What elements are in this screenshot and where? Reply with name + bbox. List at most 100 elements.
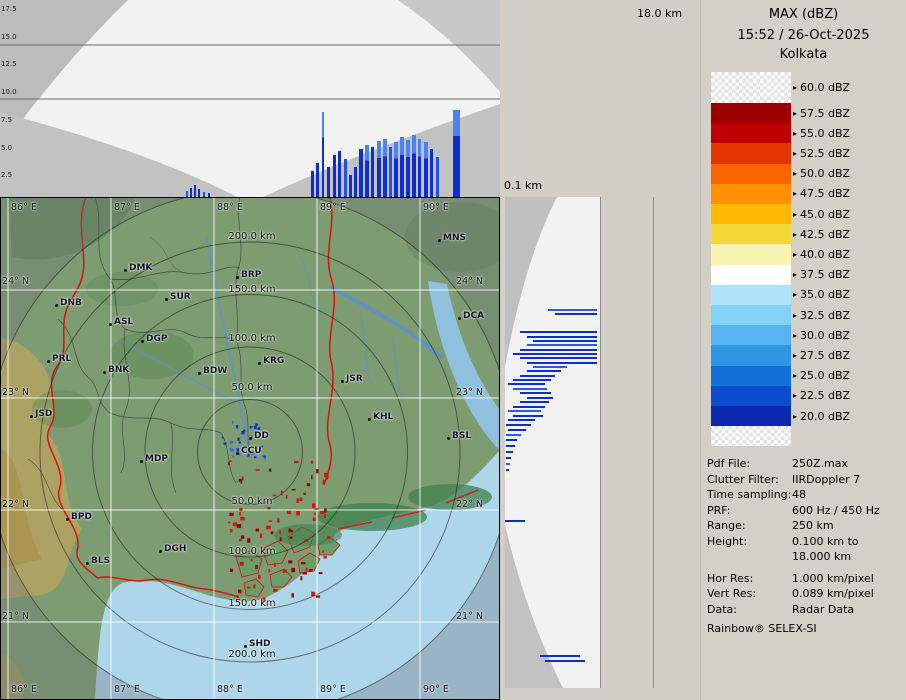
red-map-feature-pixel [233,522,237,526]
legend-swatch [711,143,791,163]
red-map-feature-pixel [237,524,241,528]
echo-projection-bar [545,660,585,662]
red-map-feature-pixel [239,508,242,511]
info-label: Hor Res: [707,571,792,587]
red-map-feature-pixel [327,536,331,539]
city-dot [124,269,127,272]
echo-projection-bar [194,185,196,197]
height-axis-tick-label: 2.5 [1,171,12,179]
red-map-feature-pixel [290,537,293,539]
range-ring-label: 200.0 km [228,649,275,660]
legend-tick-icon: ▸ [793,290,797,299]
legend-tick-icon: ▸ [793,189,797,198]
legend-entry-label: ▸22.5 dBZ [793,389,850,402]
red-map-feature-pixel [281,491,283,495]
echo-pixel [257,427,260,430]
legend-value-text: 22.5 dBZ [800,389,850,402]
legend-value-text: 25.0 dBZ [800,369,850,382]
city-dot [341,380,344,383]
echo-projection-bar [316,163,319,197]
legend-entry-label: ▸20.0 dBZ [793,410,850,423]
city-label: PRL [52,354,71,364]
city-label: BRP [241,270,261,280]
latitude-label: 22° N [2,499,29,510]
legend-swatch [711,285,791,305]
red-map-feature-pixel [229,513,233,516]
red-map-feature-pixel [324,514,326,518]
info-label: Time sampling: [707,487,792,503]
echo-projection-bar [412,135,416,197]
city-label: KRG [263,356,284,366]
red-map-feature-pixel [260,534,262,538]
echo-projection-bar [548,309,597,311]
legend-entry-label: ▸60.0 dBZ [793,81,850,94]
legend-entry-label: ▸30.0 dBZ [793,329,850,342]
legend-value-text: 60.0 dBZ [800,81,850,94]
red-map-feature-pixel [301,562,306,564]
red-map-feature-pixel [288,560,292,563]
legend-value-text: 35.0 dBZ [800,288,850,301]
city-label: DGP [146,334,167,344]
info-value: 250 km [792,519,834,532]
latitude-label: 21° N [2,611,29,622]
info-value: Radar Data [792,603,854,616]
red-map-feature-pixel [313,518,316,522]
city-label: JSR [346,374,363,384]
red-map-feature-pixel [288,529,291,533]
info-row: PRF:600 Hz / 450 Hz [707,503,905,519]
legend-value-text: 40.0 dBZ [800,248,850,261]
echo-projection-bar [527,336,597,338]
echo-projection-bar [383,139,387,197]
longitude-label: 88° E [217,684,243,695]
info-row: Data:Radar Data [707,602,905,618]
red-map-feature-pixel [326,477,328,480]
echo-projection-bar [418,139,421,197]
echo-projection-bar [508,419,535,421]
echo-projection-bar [520,375,555,377]
echo-projection-bar [527,344,597,346]
city-dot [30,415,33,418]
info-value: IIRDoppler 7 [792,473,860,486]
red-map-feature-pixel [323,480,325,484]
echo-projection-bar [430,149,433,197]
red-map-feature-pixel [247,538,250,543]
echo-pixel [250,426,252,429]
echo-projection-bar [527,370,561,372]
echo-projection-bar [394,142,398,197]
echo-pixel [224,443,227,445]
echo-projection-bar [377,141,381,197]
red-map-feature-pixel [228,462,230,465]
range-ring-label: 100.0 km [228,333,275,344]
red-map-feature-pixel [258,575,261,579]
city-label: DGH [164,544,186,554]
radar-map-canvas[interactable]: 86° E87° E88° E89° E90° E86° E87° E88° E… [0,197,500,700]
longitude-label: 86° E [11,202,37,213]
red-map-feature-pixel [239,479,243,482]
red-map-feature-pixel [273,495,276,497]
echo-projection-bar [349,175,352,197]
city-dot [368,418,371,421]
red-map-feature-pixel [294,461,299,463]
red-map-feature-pixel [230,529,233,532]
red-map-feature-pixel [241,482,243,484]
red-map-feature-pixel [247,587,251,589]
latitude-label: 24° N [456,276,483,287]
legend-tick-icon: ▸ [793,331,797,340]
city-label: JSD [35,409,52,419]
city-dot [47,360,50,363]
legend-value-text: 57.5 dBZ [800,107,850,120]
city-dot [198,372,201,375]
info-label: Pdf File: [707,456,792,472]
red-map-feature-pixel [315,508,319,510]
city-label: DNB [60,298,82,308]
red-map-feature-pixel [271,531,274,534]
longitude-label: 87° E [114,202,140,213]
city-dot [141,340,144,343]
legend-entry-label: ▸25.0 dBZ [793,369,850,382]
city-label: BDW [203,366,227,376]
echo-projection-bar [506,434,521,436]
software-brand: Rainbow® SELEX-SI [707,622,817,635]
info-value: 250Z.max [792,457,848,470]
info-label: Range: [707,518,792,534]
info-label: Clutter Filter: [707,472,792,488]
